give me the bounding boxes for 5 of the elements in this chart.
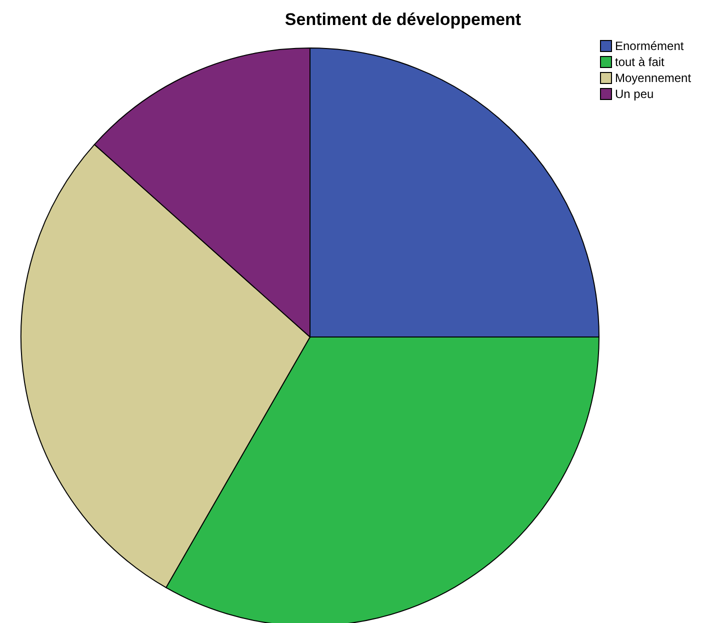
legend-label: tout à fait [615,55,664,69]
legend-label: Un peu [615,87,654,101]
legend-label: Moyennement [615,71,692,85]
legend-label: Enormément [615,39,684,53]
chart-title: Sentiment de développement [284,10,522,30]
